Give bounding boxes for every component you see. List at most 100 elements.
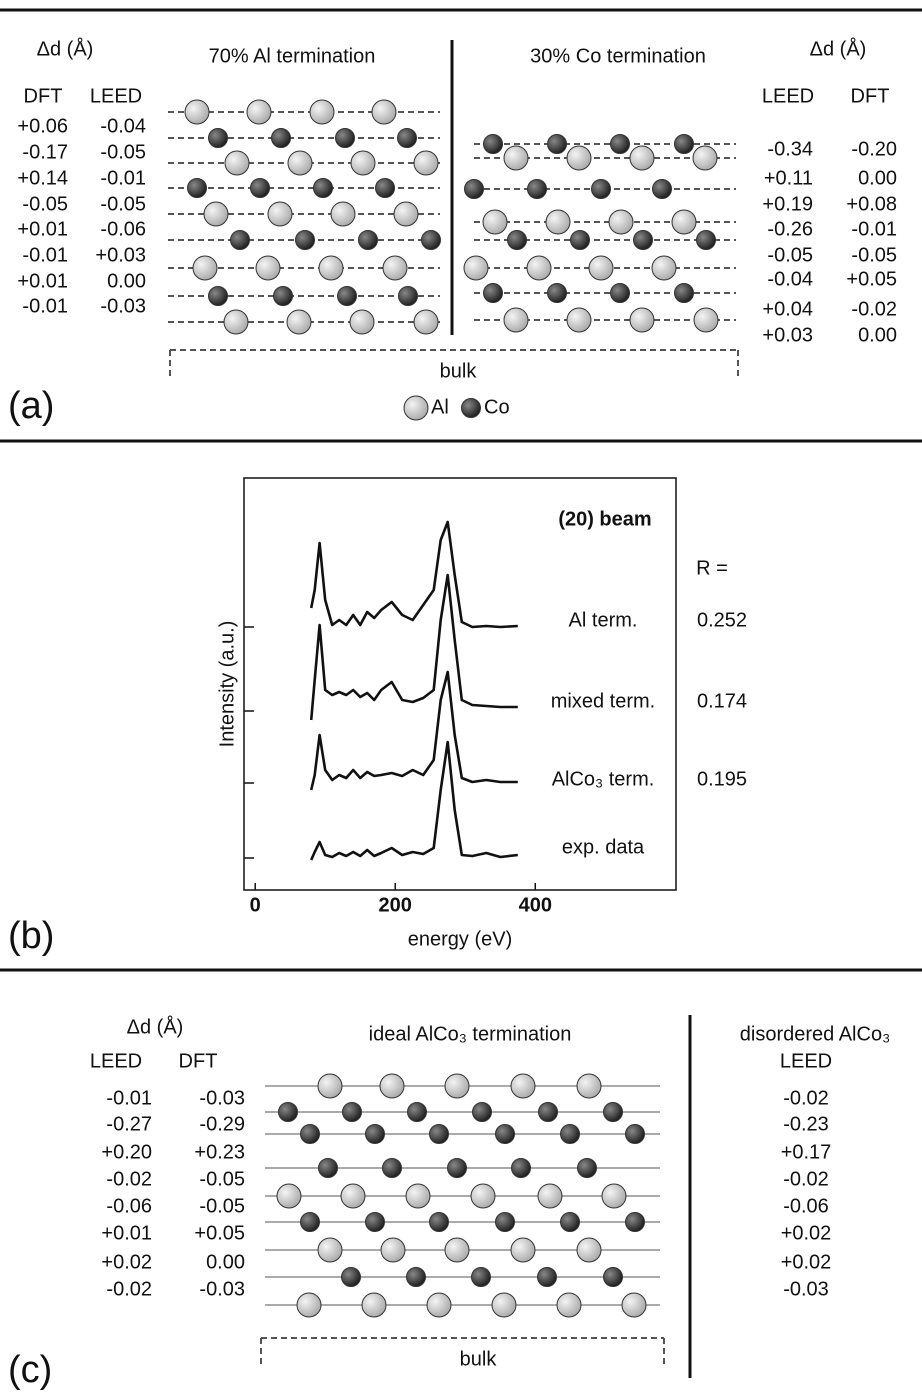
label: +0.05 — [194, 1222, 245, 1244]
label: +0.05 — [846, 268, 897, 290]
label: Al — [431, 396, 449, 418]
series-label: AlCo₃ term. — [552, 768, 655, 790]
label: ideal AlCo₃ termination — [369, 1023, 572, 1045]
series-label: mixed term. — [551, 690, 655, 712]
al-atom — [566, 145, 592, 171]
label: -0.01 — [22, 295, 68, 317]
label: -0.06 — [106, 1195, 152, 1217]
al-atom — [380, 1237, 406, 1263]
al-atom — [393, 201, 419, 227]
label: LEED — [90, 1050, 142, 1072]
al-atom — [340, 1183, 366, 1209]
label: -0.02 — [783, 1168, 829, 1190]
label: 0.00 — [206, 1251, 245, 1273]
co-atom — [271, 128, 291, 148]
co-atom — [696, 230, 716, 250]
al-atom — [503, 145, 529, 171]
al-atom — [413, 309, 439, 335]
label: Δd (Å) — [37, 37, 94, 60]
co-atom — [208, 128, 228, 148]
label: -0.02 — [851, 298, 897, 320]
al-atom — [349, 309, 375, 335]
al-atom — [286, 309, 312, 335]
label: (b) — [8, 915, 54, 957]
label: -0.05 — [199, 1195, 245, 1217]
x-tick-label: 0 — [250, 894, 261, 916]
label: -0.04 — [767, 268, 813, 290]
label: -0.01 — [851, 218, 897, 240]
al-atom — [537, 1183, 563, 1209]
label: +0.06 — [17, 115, 68, 137]
co-atom — [625, 1212, 645, 1232]
co-atom — [495, 1124, 515, 1144]
al-atom — [426, 1292, 452, 1318]
label: +0.23 — [194, 1141, 245, 1163]
label: +0.01 — [101, 1222, 152, 1244]
label: -0.05 — [22, 193, 68, 215]
co-atom — [483, 283, 503, 303]
co-atom — [429, 1212, 449, 1232]
al-atom — [671, 209, 697, 235]
al-atom — [330, 201, 356, 227]
co-atom — [230, 230, 250, 250]
co-atom — [300, 1124, 320, 1144]
co-atom — [342, 1102, 362, 1122]
co-atom — [278, 1102, 298, 1122]
co-atom — [471, 1267, 491, 1287]
label: -0.01 — [106, 1087, 152, 1109]
co-atom — [511, 1158, 531, 1178]
al-atom — [405, 1183, 431, 1209]
co-atom — [406, 1267, 426, 1287]
spectrum — [310, 740, 518, 861]
spectrum — [309, 520, 518, 629]
al-atom — [566, 307, 592, 333]
co-atom — [495, 1212, 515, 1232]
co-atom — [570, 230, 590, 250]
r-factor: 0.174 — [697, 690, 747, 712]
al-atom — [491, 1292, 517, 1318]
label: Δd (Å) — [127, 1015, 184, 1038]
co-atom — [447, 1158, 467, 1178]
series-label: exp. data — [562, 836, 645, 858]
content: Δd (Å) DFT LEED +0.06 -0.04 -0.17 -0.05 +0.14 -0… — [8, 37, 897, 1391]
label: +0.04 — [762, 298, 813, 320]
r-factor: 0.195 — [697, 768, 747, 790]
al-atom — [403, 395, 429, 421]
co-atom — [560, 1124, 580, 1144]
co-atom — [365, 1124, 385, 1144]
series-label: Al term. — [569, 609, 638, 631]
label: R = — [696, 557, 728, 579]
co-atom — [300, 1212, 320, 1232]
al-atom — [382, 255, 408, 281]
al-atom — [224, 150, 250, 176]
label: -0.03 — [199, 1087, 245, 1109]
label: DFT — [24, 85, 63, 107]
co-atom — [421, 230, 441, 250]
co-atom — [591, 179, 611, 199]
co-atom — [603, 1102, 623, 1122]
label: +0.02 — [781, 1251, 832, 1273]
al-atom — [608, 209, 634, 235]
al-atom — [510, 1073, 536, 1099]
al-atom — [287, 150, 313, 176]
co-atom — [397, 128, 417, 148]
label: -0.05 — [851, 244, 897, 266]
label: -0.06 — [783, 1195, 829, 1217]
co-atom — [358, 230, 378, 250]
co-atom — [625, 1124, 645, 1144]
al-atom — [601, 1183, 627, 1209]
label: (20) beam — [558, 508, 651, 530]
label: -0.01 — [22, 244, 68, 266]
al-atom — [510, 1237, 536, 1263]
plot-frame — [243, 477, 677, 891]
al-atom — [576, 1237, 602, 1263]
co-atom — [674, 283, 694, 303]
label: -0.03 — [100, 295, 146, 317]
label: 0.00 — [858, 324, 897, 346]
label: +0.02 — [781, 1222, 832, 1244]
label: 0.00 — [107, 270, 146, 292]
label: +0.19 — [762, 193, 813, 215]
al-atom — [588, 255, 614, 281]
label: DFT — [851, 85, 890, 107]
